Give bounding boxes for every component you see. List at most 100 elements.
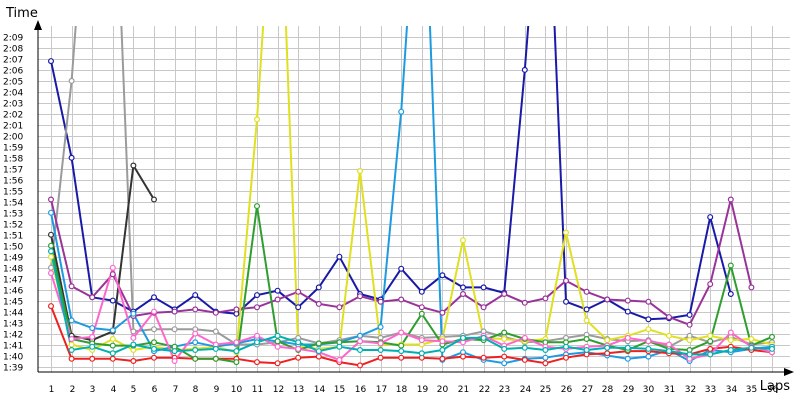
x-tick-label: 33: [705, 385, 716, 395]
series-4-point: [377, 298, 384, 305]
series-10-point: [68, 347, 75, 354]
y-tick-label: 1:52: [3, 221, 23, 231]
x-tick-label: 27: [582, 385, 593, 395]
series-7-point: [68, 355, 75, 362]
series-10-line: [50, 250, 773, 356]
series-8-point: [583, 336, 590, 343]
series-10-point: [480, 334, 487, 341]
series-10-point: [47, 248, 54, 255]
x-tick-label: 25: [540, 385, 551, 395]
y-tick-label: 1:42: [3, 331, 23, 341]
series-8-point: [707, 338, 714, 345]
series-4-point: [336, 304, 343, 311]
series-1-point: [398, 265, 405, 272]
series-4-point: [707, 281, 714, 288]
series-10-point: [212, 345, 219, 352]
y-tick-label: 2:04: [3, 89, 23, 99]
y-tick-label: 1:45: [3, 298, 23, 308]
x-tick-label: 28: [602, 385, 614, 395]
x-tick-label: 10: [231, 385, 243, 395]
series-2-point: [68, 77, 75, 84]
series-4-point: [254, 304, 261, 311]
series-10-point: [604, 344, 611, 351]
series-7-point: [398, 354, 405, 361]
series-7-point: [274, 360, 281, 367]
series-6-point: [68, 317, 75, 324]
series-10-point: [377, 347, 384, 354]
series-10-point: [501, 345, 508, 352]
series-6-point: [501, 360, 508, 367]
series-5-point: [707, 332, 714, 339]
series-4-point: [171, 308, 178, 315]
series-1-point: [418, 288, 425, 295]
y-tick-label: 2:02: [3, 111, 23, 121]
x-axis-title: Laps: [760, 379, 790, 394]
axes: [34, 20, 794, 376]
series-1-point: [460, 284, 467, 291]
y-axis-title: Time: [5, 6, 38, 21]
x-tick-label: 23: [499, 385, 510, 395]
series-9-point: [274, 343, 281, 350]
series-1-point: [151, 294, 158, 301]
series-4-point: [686, 321, 693, 328]
x-tick-label: 1: [49, 385, 55, 395]
series-7-point: [501, 353, 508, 360]
series-8-point: [727, 262, 734, 269]
series-7-point: [707, 345, 714, 352]
series-8-point: [233, 359, 240, 366]
series-2-point: [171, 326, 178, 333]
series-5-point: [254, 116, 261, 123]
series-10-point: [274, 332, 281, 339]
x-tick-label: 18: [396, 385, 408, 395]
series-1-point: [583, 306, 590, 313]
y-tick-label: 1:43: [3, 320, 23, 330]
series-7-point: [521, 356, 528, 363]
x-tick-label: 12: [273, 385, 284, 395]
series-4-point: [501, 291, 508, 298]
y-tick-label: 2:05: [3, 78, 23, 88]
x-tick-label: 30: [643, 385, 655, 395]
y-tick-label: 2:03: [3, 100, 23, 110]
x-tick-label: 5: [131, 385, 137, 395]
series-5-point: [583, 317, 590, 324]
x-tick-label: 9: [214, 385, 220, 395]
series-9-point: [151, 308, 158, 315]
series-7-point: [460, 353, 467, 360]
x-tick-label: 36: [767, 385, 779, 395]
y-tick-label: 1:55: [3, 188, 23, 198]
x-tick-label: 20: [437, 385, 449, 395]
y-tick-label: 1:56: [3, 177, 23, 187]
series-6-point: [357, 332, 364, 339]
series-4-point: [521, 299, 528, 306]
series-10-point: [727, 347, 734, 354]
series-8-point: [109, 342, 116, 349]
x-tick-label: 21: [458, 385, 469, 395]
series-8-point: [315, 340, 322, 347]
x-tick-labels: 1 2 3 4 5 6 7 8 9 10 11 12 13 14 15 16 17 18 19 20 21 22 23 24 2…: [49, 385, 779, 395]
x-tick-label: 6: [152, 385, 158, 395]
series-1-point: [68, 154, 75, 161]
series-8-point: [768, 333, 775, 340]
x-tick-label: 7: [173, 385, 179, 395]
series-10-point: [315, 348, 322, 355]
y-tick-label: 1:49: [3, 254, 23, 264]
series-10-point: [418, 350, 425, 357]
series-6-point: [192, 339, 199, 346]
series-7-point: [377, 354, 384, 361]
series-10-point: [583, 347, 590, 354]
series-7-point: [151, 354, 158, 361]
series-5-point: [460, 237, 467, 244]
series-9-point: [418, 337, 425, 344]
x-tick-label: 24: [520, 385, 532, 395]
series-8-point: [398, 342, 405, 349]
series-10-point: [748, 344, 755, 351]
x-tick-label: 4: [111, 385, 117, 395]
series-5-point: [748, 336, 755, 343]
series-4-point: [583, 288, 590, 295]
series-9-point: [645, 338, 652, 345]
series-10-point: [624, 344, 631, 351]
series-7-point: [357, 362, 364, 369]
series-10-point: [89, 343, 96, 350]
y-tick-label: 1:46: [3, 287, 23, 297]
series-5-line: [50, 26, 773, 354]
